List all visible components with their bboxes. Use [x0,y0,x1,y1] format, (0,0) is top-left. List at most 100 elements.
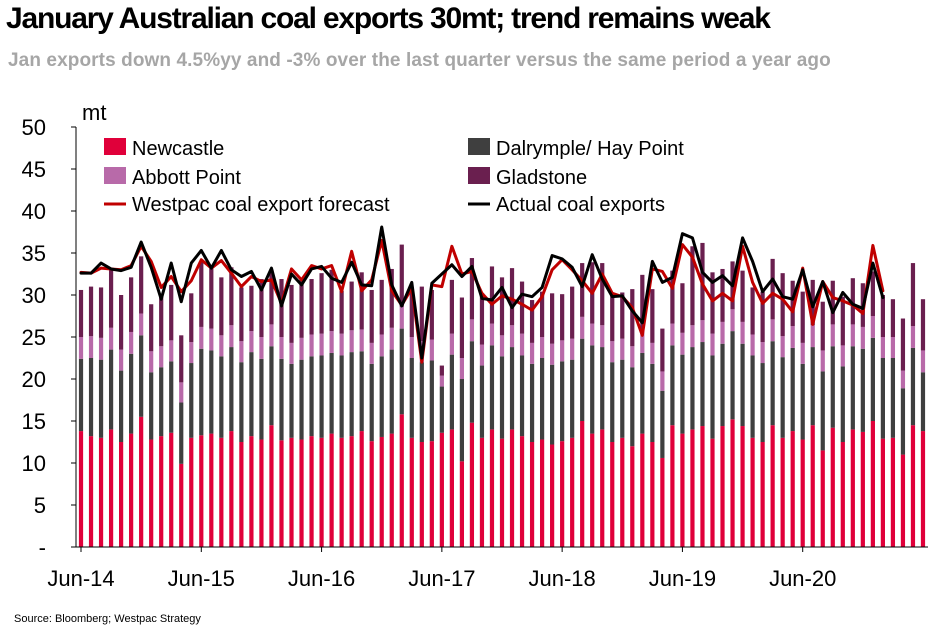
bar-dalrymple-41 [489,345,495,430]
bar-dalrymple-19 [269,346,274,426]
bar-abbott-2 [98,337,104,360]
bar-abbott-0 [78,337,84,359]
bar-abbott-67 [750,334,755,356]
bar-newcastle-38 [459,461,465,547]
bar-dalrymple-24 [319,355,324,438]
bar-dalrymple-67 [750,355,755,438]
x-tick-label-1: Jun-15 [168,566,235,591]
y-tick-label-8: 40 [22,199,46,224]
bar-gladstone-20 [279,279,284,337]
bar-newcastle-55 [630,446,635,547]
legend-swatch-newcastle [104,138,126,155]
bar-abbott-14 [219,335,224,357]
bar-newcastle-43 [509,429,515,547]
bar-newcastle-50 [580,421,585,547]
bar-newcastle-20 [279,440,284,547]
bar-gladstone-16 [239,287,244,342]
bar-dalrymple-7 [149,372,154,440]
bar-abbott-29 [369,342,374,364]
line-actual [79,225,885,360]
bar-newcastle-65 [730,419,735,547]
bar-newcastle-53 [610,442,615,547]
bar-abbott-42 [499,335,505,357]
bar-newcastle-2 [98,437,104,547]
bar-dalrymple-15 [229,347,234,432]
bar-dalrymple-77 [850,346,855,430]
bar-dalrymple-59 [670,345,675,426]
y-tick-label-2: 10 [22,451,46,476]
bar-dalrymple-37 [449,354,454,430]
bar-dalrymple-73 [810,347,815,426]
bar-newcastle-11 [189,437,194,547]
bar-abbott-38 [459,358,465,379]
bar-gladstone-69 [770,258,775,320]
bar-abbott-17 [249,331,254,353]
bar-dalrymple-21 [289,363,294,438]
bar-newcastle-78 [860,431,865,547]
bar-gladstone-21 [289,284,294,343]
bar-abbott-64 [720,321,725,344]
source-note: Source: Bloomberg; Westpac Strategy [14,613,201,625]
bar-abbott-75 [830,324,835,347]
bar-abbott-84 [920,350,926,373]
bar-dalrymple-54 [620,359,625,438]
bar-newcastle-73 [810,425,815,547]
bar-newcastle-58 [660,457,665,547]
bar-abbott-76 [840,345,845,367]
bar-dalrymple-81 [890,358,896,438]
bar-newcastle-46 [539,439,545,547]
bar-abbott-7 [149,351,154,373]
bar-newcastle-3 [108,429,114,547]
x-tick-label-6: Jun-20 [769,566,836,591]
bar-newcastle-77 [850,429,855,547]
bar-gladstone-6 [139,256,144,314]
bar-abbott-47 [550,343,555,365]
bar-abbott-24 [319,333,324,356]
bar-gladstone-42 [499,277,505,336]
bar-gladstone-71 [790,280,795,327]
bar-abbott-21 [289,342,294,364]
legend-label-actual: Actual coal exports [496,194,665,216]
bar-gladstone-54 [620,292,625,339]
bar-abbott-28 [359,329,364,352]
bar-abbott-48 [560,340,565,362]
line-forecast [79,238,885,364]
bar-abbott-61 [690,325,695,348]
bar-newcastle-15 [229,431,234,547]
legend: Newcastle Dalrymple/ Hay Point Abbott Po… [104,138,684,216]
bar-gladstone-34 [419,286,424,342]
bar-dalrymple-8 [159,367,164,437]
bar-newcastle-80 [880,438,885,547]
bar-newcastle-39 [469,422,475,547]
bar-gladstone-11 [189,293,194,343]
bar-dalrymple-74 [820,371,825,451]
bar-newcastle-16 [239,442,244,547]
bar-abbott-44 [519,333,525,356]
y-tick-label-6: 30 [22,283,46,308]
bar-gladstone-44 [519,281,525,334]
y-tick-label-1: 5 [34,493,46,518]
bar-newcastle-33 [409,437,414,547]
bar-newcastle-8 [159,436,164,547]
bar-dalrymple-17 [249,352,254,437]
bar-dalrymple-62 [700,342,705,427]
bar-newcastle-67 [750,437,755,547]
line-series-group [79,225,885,364]
bar-gladstone-29 [369,289,374,343]
bar-dalrymple-78 [860,348,865,432]
x-tick-label-4: Jun-18 [529,566,596,591]
bar-gladstone-41 [489,266,495,324]
bar-abbott-54 [620,338,625,360]
bar-gladstone-64 [720,268,725,322]
bar-gladstone-59 [670,270,675,324]
bar-gladstone-83 [910,263,916,327]
bar-gladstone-67 [750,287,755,335]
bar-abbott-78 [860,326,865,349]
y-tick-label-9: 45 [22,157,46,182]
bar-newcastle-83 [910,425,916,547]
bar-dalrymple-48 [560,361,565,442]
bar-newcastle-66 [740,426,745,547]
bar-newcastle-44 [519,436,525,547]
bar-gladstone-84 [920,299,926,351]
bar-dalrymple-76 [840,366,845,442]
